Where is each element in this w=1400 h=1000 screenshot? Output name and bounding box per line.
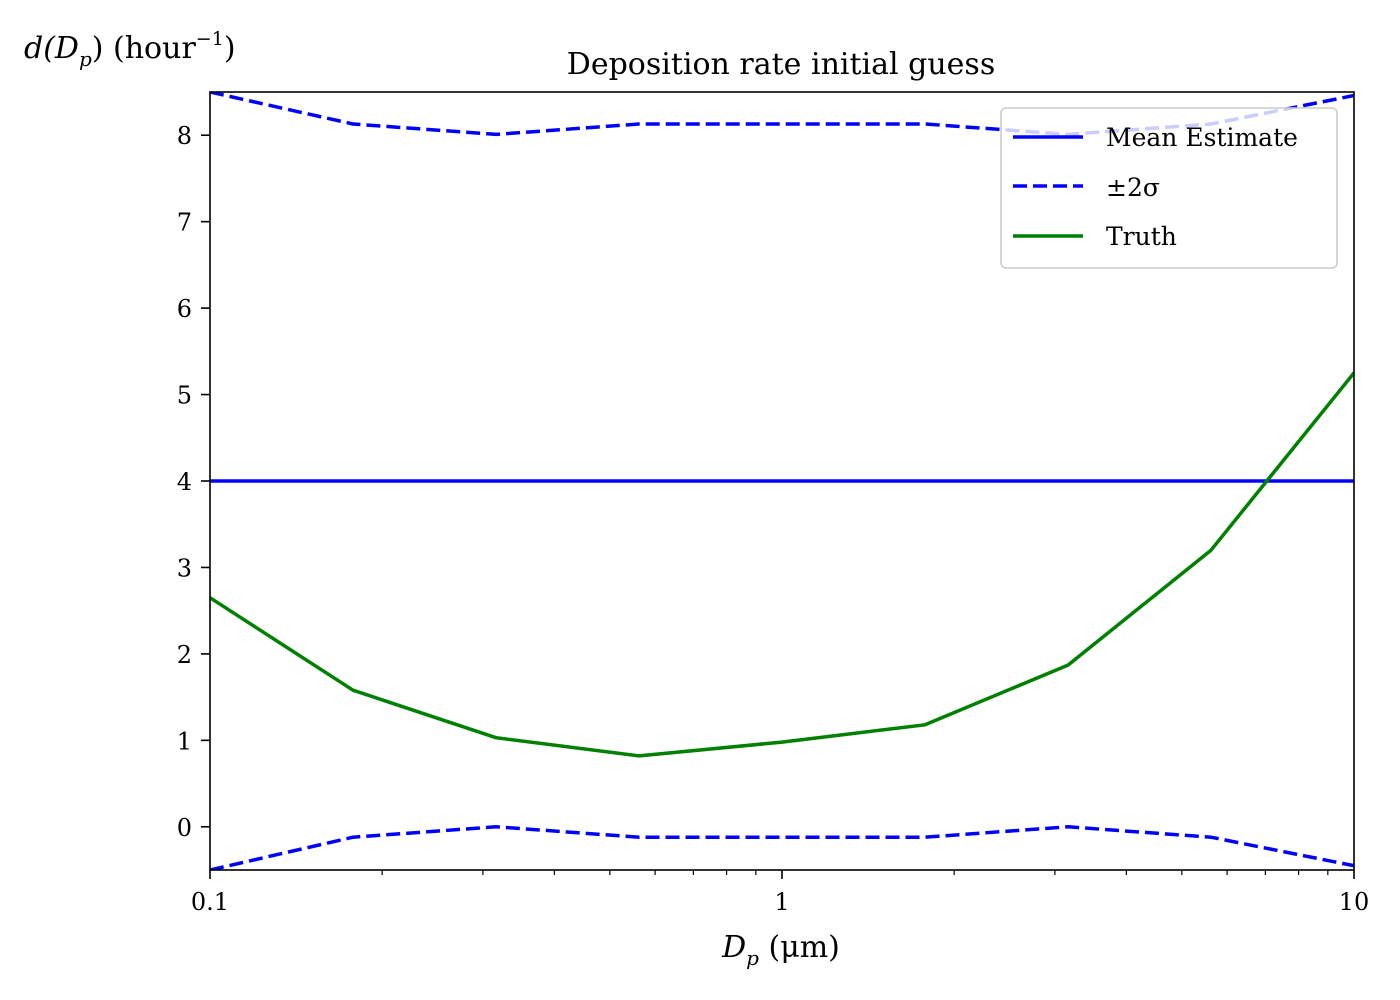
x-axis-label: Dp (μm) [721, 930, 840, 970]
legend-label-truth: Truth [1106, 222, 1177, 251]
y-tick-label-4: 4 [177, 468, 192, 496]
series-line-3 [210, 371, 1354, 758]
legend: Mean Estimate ±2σ Truth [1000, 107, 1338, 269]
y-tick-label-7: 7 [177, 209, 192, 237]
y-tick-label-1: 1 [177, 727, 192, 755]
legend-label-mean-estimate: Mean Estimate [1106, 123, 1298, 152]
x-tick-label-0: 0.1 [191, 888, 229, 916]
chart-title: Deposition rate initial guess [567, 47, 995, 82]
y-axis-label: d(Dp) (hour−1) [24, 28, 236, 71]
y-tick-label-5: 5 [177, 382, 192, 410]
series-layer [210, 92, 1354, 870]
legend-box [1000, 107, 1338, 269]
y-tick-label-2: 2 [177, 641, 192, 669]
legend-entry-mean-estimate: Mean Estimate [1013, 123, 1298, 152]
x-axis-ticks: 0.1 1 10 [191, 870, 1369, 916]
y-tick-label-8: 8 [177, 122, 192, 150]
y-tick-label-6: 6 [177, 295, 192, 323]
legend-label-two-sigma: ±2σ [1106, 173, 1160, 202]
y-axis-ticks: 0 1 2 3 4 5 6 7 8 [177, 122, 210, 842]
y-tick-label-0: 0 [177, 814, 192, 842]
x-tick-label-1: 1 [774, 888, 789, 916]
y-tick-label-3: 3 [177, 554, 192, 582]
legend-entry-two-sigma: ±2σ [1013, 173, 1160, 202]
legend-entry-truth: Truth [1013, 222, 1177, 251]
plot-frame [209, 91, 1355, 871]
plot-area: 0.1 1 10 0 1 2 3 4 5 6 7 8 [177, 91, 1369, 916]
x-tick-label-2: 10 [1339, 888, 1370, 916]
